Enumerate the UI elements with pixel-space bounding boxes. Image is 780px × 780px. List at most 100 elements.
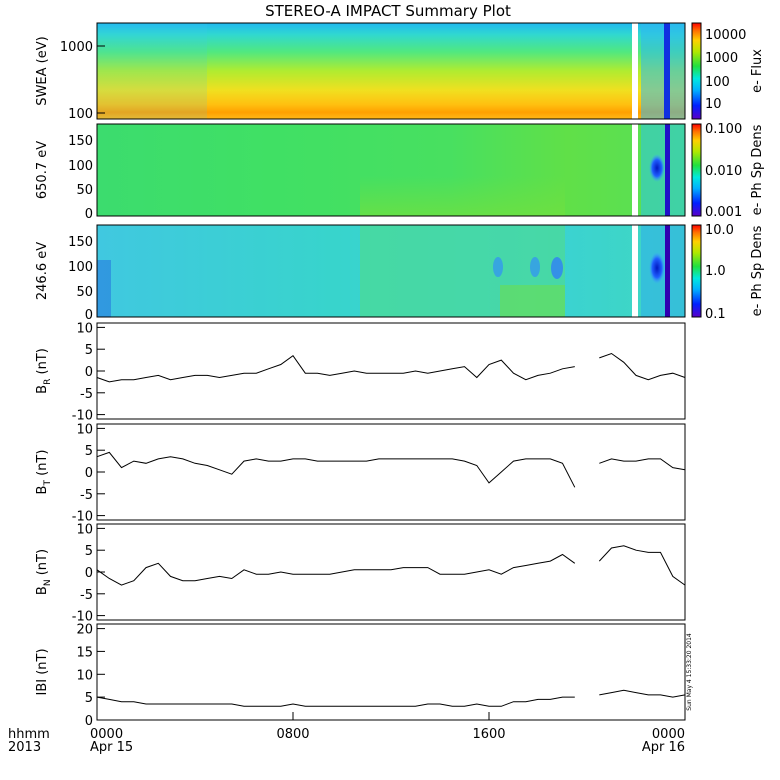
pad246-colorbar bbox=[691, 224, 702, 318]
pad246-left-edge-feature bbox=[97, 260, 111, 317]
bmag-ytick-label: 5 bbox=[85, 691, 93, 706]
br-frame bbox=[96, 322, 686, 420]
pad650-cbar-tick-0.001: 0.001 bbox=[705, 205, 742, 220]
pad246-ylabel: 246.6 eV bbox=[35, 242, 50, 300]
pad650-cbar-label: e- Ph Sp Dens bbox=[750, 124, 765, 215]
br-yticks: 10 5 0 -5 -10 bbox=[72, 321, 105, 424]
bn-ytick-label: 5 bbox=[85, 544, 93, 559]
pad650-low-pitch-band bbox=[360, 176, 565, 216]
br-ytick-label: -5 bbox=[80, 387, 93, 402]
bt-panel: 10 5 0 -5 -10 BT (nT) bbox=[35, 422, 686, 525]
swea-colorbar bbox=[691, 22, 702, 120]
br-ytick-label: 5 bbox=[85, 343, 93, 358]
bmag-ylabel: IBI (nT) bbox=[35, 648, 50, 695]
bn-series-line bbox=[96, 545, 686, 586]
bmag-ytick-label: 20 bbox=[76, 623, 93, 638]
swea-cbar-tick-100: 100 bbox=[705, 75, 730, 90]
bt-frame bbox=[96, 423, 686, 521]
bn-ylabel-sub: N bbox=[43, 579, 53, 586]
br-series-line bbox=[96, 352, 686, 383]
bmag-series-line bbox=[96, 689, 686, 707]
br-panel: 10 5 0 -5 -10 BR (nT) bbox=[35, 321, 686, 424]
pad246-cavity-blob bbox=[649, 252, 665, 284]
xtick-time-0: 0000 bbox=[90, 727, 123, 742]
pad246-enhancement-3 bbox=[551, 257, 563, 279]
bmag-ytick-label: 15 bbox=[76, 645, 93, 660]
br-ylabel: BR (nT) bbox=[35, 348, 53, 394]
bn-ylabel: BN (nT) bbox=[35, 549, 53, 595]
bmag-ytick-label: 10 bbox=[76, 668, 93, 683]
bt-ytick-label: 0 bbox=[85, 466, 93, 481]
pad650-frame bbox=[96, 123, 686, 217]
bmag-frame bbox=[96, 623, 686, 721]
figure-title: STEREO-A IMPACT Summary Plot bbox=[265, 2, 511, 20]
xtick-time-1: 0800 bbox=[276, 727, 309, 742]
swea-early-band bbox=[97, 23, 207, 119]
swea-cbar-tick-10000: 10000 bbox=[705, 28, 746, 43]
pad650-ytick-150: 150 bbox=[68, 134, 93, 149]
pad246-spectrogram bbox=[97, 225, 685, 317]
swea-cavity-stripe bbox=[664, 23, 670, 119]
pad650-cavity-blob bbox=[649, 154, 665, 182]
pad246-data-gap bbox=[632, 225, 638, 317]
swea-data-gap bbox=[632, 23, 638, 119]
pad246-ytick-50: 50 bbox=[76, 285, 93, 300]
pad246-low-pitch-band bbox=[500, 285, 565, 317]
bt-series-line bbox=[96, 451, 686, 488]
bt-ylabel: BT (nT) bbox=[35, 450, 53, 495]
pad246-cbar-tick-1.0: 1.0 bbox=[705, 264, 726, 279]
bt-ytick-label: 10 bbox=[76, 422, 93, 437]
xtick-time-3: 0000 bbox=[652, 727, 685, 742]
pad650-ytick-50: 50 bbox=[76, 183, 93, 198]
swea-cbar-label: e- Flux bbox=[750, 49, 765, 93]
bmag-ytick-label: 0 bbox=[85, 714, 93, 729]
swea-cbar-tick-1000: 1000 bbox=[705, 51, 738, 66]
br-ylabel-main: B bbox=[35, 385, 50, 394]
pad246-cbar-tick-10.0: 10.0 bbox=[705, 223, 734, 238]
bn-ytick-label: 0 bbox=[85, 566, 93, 581]
pad650-ytick-100: 100 bbox=[68, 159, 93, 174]
swea-ytick-100: 100 bbox=[68, 107, 93, 122]
pad650-ylabel: 650.7 eV bbox=[35, 141, 50, 199]
bn-yticks: 10 5 0 -5 -10 bbox=[72, 522, 105, 625]
pad650-data-gap bbox=[632, 124, 638, 216]
plot-timestamp: Sun May 4 15:33:20 2014 bbox=[686, 633, 693, 711]
swea-frame bbox=[96, 22, 686, 120]
xtick-date-3: Apr 16 bbox=[642, 740, 685, 755]
bn-ylabel-main: B bbox=[35, 586, 50, 595]
br-ylabel-unit: (nT) bbox=[35, 348, 50, 378]
bt-ytick-label: -5 bbox=[80, 488, 93, 503]
swea-spectrogram bbox=[97, 23, 685, 119]
footer-time-label: hhmm bbox=[8, 727, 50, 742]
bt-ytick-label: 5 bbox=[85, 444, 93, 459]
br-ytick-label: 0 bbox=[85, 365, 93, 380]
pad246-cavity-stripe bbox=[665, 225, 670, 317]
pad650-colorbar bbox=[691, 123, 702, 217]
pad650-ytick-0: 0 bbox=[85, 207, 93, 222]
pad650-panel: 150 100 50 0 650.7 eV 0.100 0.010 0.001 … bbox=[35, 122, 765, 222]
pad246-cbar-label: e- Ph Sp Dens bbox=[750, 225, 765, 316]
br-ylabel-sub: R bbox=[43, 379, 53, 385]
pad246-cbar-tick-0.1: 0.1 bbox=[705, 307, 726, 322]
bt-yticks: 10 5 0 -5 -10 bbox=[72, 422, 105, 525]
footer-year-label: 2013 bbox=[8, 740, 41, 755]
swea-ytick-1000: 1000 bbox=[60, 40, 93, 55]
bn-ytick-label: -10 bbox=[72, 610, 93, 625]
bt-ytick-label: -10 bbox=[72, 510, 93, 525]
bt-ylabel-main: B bbox=[35, 486, 50, 495]
swea-post-gap-region bbox=[641, 23, 685, 119]
xtick-date-0: Apr 15 bbox=[90, 740, 133, 755]
pad650-cbar-tick-0.010: 0.010 bbox=[705, 164, 742, 179]
pad246-frame bbox=[96, 224, 686, 318]
bn-frame bbox=[96, 523, 686, 621]
pad650-cbar-tick-0.100: 0.100 bbox=[705, 122, 742, 137]
bt-ylabel-unit: (nT) bbox=[35, 450, 50, 480]
pad246-ytick-150: 150 bbox=[68, 235, 93, 250]
bn-panel: 10 5 0 -5 -10 BN (nT) bbox=[35, 522, 686, 625]
pad246-panel: 150 100 50 0 246.6 eV 10.0 1.0 0.1 e- Ph… bbox=[35, 223, 765, 323]
bmag-panel: 20 15 10 5 0 IBI (nT) Sun May 4 15:33:20 201… bbox=[35, 623, 693, 729]
pad246-enhancement-2 bbox=[530, 257, 540, 277]
swea-ylabel: SWEA (eV) bbox=[35, 36, 50, 105]
bmag-yticks: 20 15 10 5 0 bbox=[76, 623, 105, 729]
bn-ytick-label: 10 bbox=[76, 522, 93, 537]
